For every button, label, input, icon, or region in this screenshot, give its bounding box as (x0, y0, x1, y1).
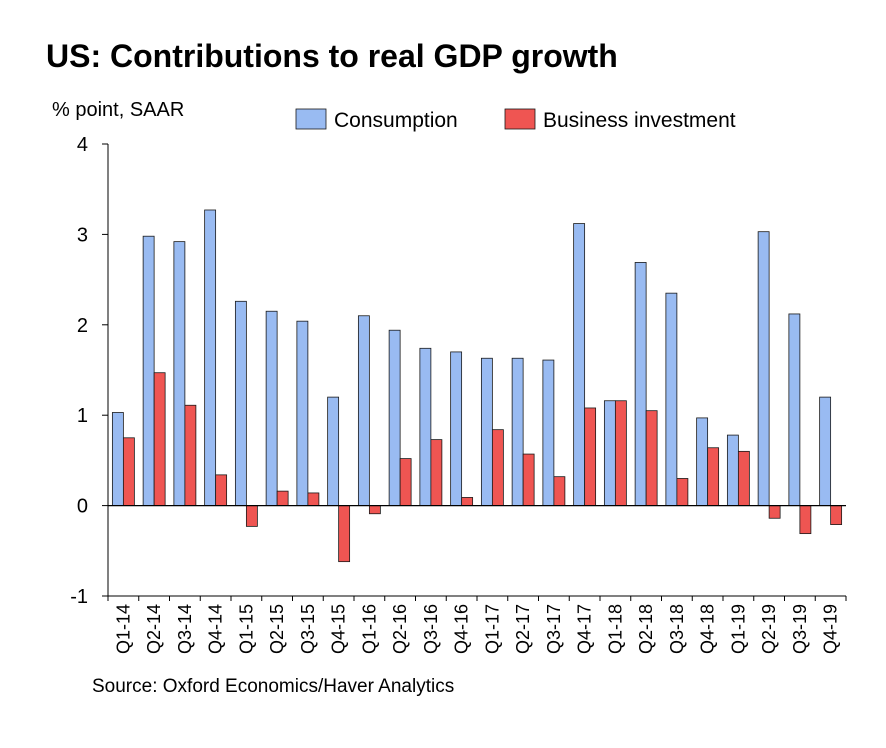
y-axis-label: % point, SAAR (52, 99, 184, 121)
bar-business-investment-q1-17 (491, 429, 504, 507)
x-tick-label: Q1-18 (605, 604, 625, 654)
bar-business-investment-q4-16 (461, 497, 474, 506)
bar-business-investment-q2-17 (522, 453, 535, 507)
bar-consumption-q2-16 (388, 329, 401, 507)
bar-consumption-q2-19 (757, 231, 770, 507)
bar-consumption-q4-18 (696, 417, 709, 507)
bar-business-investment-q2-19 (768, 505, 781, 519)
x-tick-label: Q2-14 (144, 604, 164, 654)
bar-business-investment-q3-16 (430, 439, 443, 506)
bars-layer (111, 209, 843, 563)
bar-consumption-q2-14 (142, 235, 155, 507)
x-tick-label: Q3-18 (667, 604, 687, 654)
legend: Consumption Business investment (295, 108, 736, 132)
bar-business-investment-q3-15 (307, 492, 320, 507)
x-tick-label: Q3-15 (298, 604, 318, 654)
bar-consumption-q3-19 (788, 313, 801, 507)
x-tick-label: Q4-16 (452, 604, 472, 654)
source-note: Source: Oxford Economics/Haver Analytics (92, 676, 455, 697)
bar-business-investment-q4-14 (215, 474, 228, 506)
chart-title: US: Contributions to real GDP growth (46, 38, 618, 74)
x-tick-label: Q4-15 (329, 604, 349, 654)
bar-consumption-q4-14 (204, 209, 217, 506)
bar-business-investment-q1-16 (368, 505, 381, 515)
y-tick-label: 2 (77, 315, 88, 337)
bar-consumption-q3-18 (665, 292, 678, 507)
bar-business-investment-q4-15 (338, 505, 351, 563)
bar-business-investment-q4-17 (584, 407, 597, 506)
bar-business-investment-q3-17 (553, 476, 566, 507)
x-tick-label: Q4-18 (698, 604, 718, 654)
bar-consumption-q1-19 (726, 434, 739, 506)
bar-business-investment-q3-18 (676, 478, 689, 507)
x-tick-label: Q4-19 (821, 604, 841, 654)
bar-business-investment-q1-15 (245, 505, 258, 527)
bar-business-investment-q2-14 (153, 372, 166, 506)
x-tick-label: Q3-17 (544, 604, 564, 654)
x-tick-label: Q2-19 (759, 604, 779, 654)
x-tick-label: Q4-17 (575, 604, 595, 654)
x-tick-label: Q2-15 (267, 604, 287, 654)
bar-consumption-q1-18 (603, 400, 616, 506)
x-tick-label: Q1-17 (482, 604, 502, 654)
x-tick-label: Q2-16 (390, 604, 410, 654)
y-tick-label: 4 (77, 134, 88, 156)
x-tick-label: Q2-18 (636, 604, 656, 654)
x-tick-label: Q3-19 (790, 604, 810, 654)
bar-consumption-q4-19 (819, 396, 832, 506)
bar-consumption-q4-17 (573, 223, 586, 506)
x-tick-label: Q1-16 (359, 604, 379, 654)
bar-consumption-q3-16 (419, 347, 432, 506)
bar-consumption-q2-17 (511, 357, 524, 507)
bar-consumption-q3-14 (173, 241, 186, 507)
bar-business-investment-q2-18 (645, 410, 658, 506)
x-tick-label: Q1-14 (113, 604, 133, 654)
y-tick-label: 0 (77, 496, 88, 518)
bar-business-investment-q3-14 (184, 404, 197, 507)
bar-business-investment-q4-19 (830, 505, 843, 525)
bar-business-investment-q1-14 (122, 437, 135, 506)
bar-consumption-q1-16 (357, 315, 370, 507)
x-tick-label: Q2-17 (513, 604, 533, 654)
legend-swatch-business-investment (504, 108, 536, 130)
bar-business-investment-q1-19 (737, 450, 750, 506)
legend-label-consumption: Consumption (334, 109, 458, 132)
y-tick-label: -1 (70, 586, 88, 608)
bar-consumption-q1-17 (480, 357, 493, 507)
x-tick-label: Q3-14 (175, 604, 195, 654)
x-tick-label: Q1-15 (236, 604, 256, 654)
bar-consumption-q3-15 (296, 320, 309, 506)
bar-business-investment-q1-18 (614, 400, 627, 506)
x-tick-label: Q1-19 (728, 604, 748, 654)
bar-consumption-q3-17 (542, 359, 555, 506)
y-tick-label: 1 (77, 405, 88, 427)
y-tick-label: 3 (77, 224, 88, 246)
bar-business-investment-q3-19 (799, 505, 812, 535)
bar-consumption-q2-18 (634, 262, 647, 507)
bar-business-investment-q2-16 (399, 458, 412, 506)
bar-consumption-q4-16 (450, 351, 463, 507)
bar-consumption-q1-14 (111, 412, 124, 506)
x-tick-label: Q3-16 (421, 604, 441, 654)
bar-consumption-q4-15 (327, 396, 340, 506)
bar-consumption-q2-15 (265, 310, 278, 506)
legend-swatch-consumption (295, 108, 327, 130)
bar-business-investment-q4-18 (707, 447, 720, 506)
bar-business-investment-q2-15 (276, 490, 289, 507)
axes-layer: -1 0 1 2 3 4 Q1-14 Q2-14 Q3-14 Q4-14 Q1-15 Q2-15 Q3-… (70, 134, 847, 654)
legend-label-business-investment: Business investment (543, 109, 736, 132)
bar-consumption-q1-15 (234, 300, 247, 506)
x-tick-label: Q4-14 (206, 604, 226, 654)
